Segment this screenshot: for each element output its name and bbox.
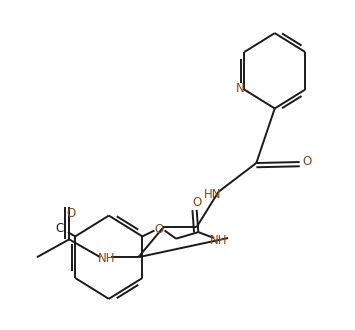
Text: NH: NH bbox=[98, 252, 116, 265]
Text: Cl: Cl bbox=[55, 222, 67, 235]
Text: O: O bbox=[192, 196, 201, 209]
Text: HN: HN bbox=[204, 188, 222, 201]
Text: N: N bbox=[236, 82, 245, 95]
Text: O: O bbox=[154, 223, 163, 236]
Text: O: O bbox=[66, 207, 76, 220]
Text: NH: NH bbox=[210, 234, 228, 247]
Text: O: O bbox=[302, 155, 311, 168]
